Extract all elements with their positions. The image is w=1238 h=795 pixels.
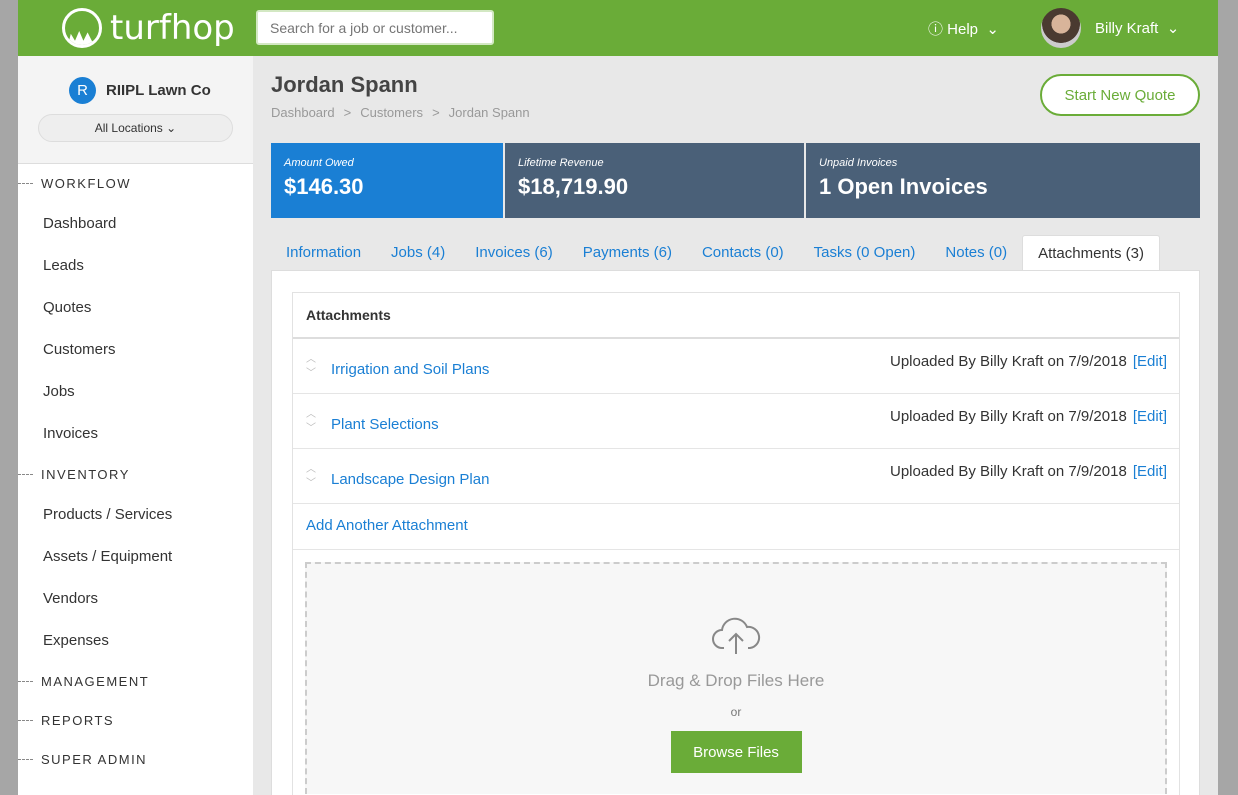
help-menu[interactable]: ⓘ Help ⌄ xyxy=(928,18,999,39)
stat-value: 1 Open Invoices xyxy=(819,174,988,199)
grass-logo-icon xyxy=(62,8,102,48)
logo[interactable]: turfhop xyxy=(62,8,235,48)
sidebar-item-dashboard[interactable]: Dashboard xyxy=(43,215,117,232)
tabs: Information Jobs (4) Invoices (6) Paymen… xyxy=(271,235,1200,271)
tab-invoices[interactable]: Invoices (6) xyxy=(475,244,553,261)
stat-label: Lifetime Revenue xyxy=(518,157,604,169)
app: turfhop ⓘ Help ⌄ Billy Kraft ⌄ R RIIPL La… xyxy=(18,0,1218,795)
sidebar-item-products[interactable]: Products / Services xyxy=(43,506,173,523)
org-label: RIIPL Lawn Co xyxy=(106,82,211,99)
chevron-right-icon: > xyxy=(432,105,440,120)
edit-link[interactable]: [Edit] xyxy=(1132,353,1167,370)
user-name: Billy Kraft xyxy=(1095,19,1159,37)
tab-contacts[interactable]: Contacts (0) xyxy=(701,244,784,261)
stats-bar: Amount Owed $146.30 Lifetime Revenue $18,7… xyxy=(271,143,1200,218)
attachment-link[interactable]: Landscape Design Plan xyxy=(331,471,490,488)
chevron-right-icon: > xyxy=(343,105,352,120)
sidebar-item-vendors[interactable]: Vendors xyxy=(43,590,99,607)
tab-panel: Attachments ︿ ﹀ Irrigation and Soil Plans U… xyxy=(271,271,1200,795)
attachment-link[interactable]: Plant Selections xyxy=(331,416,439,433)
breadcrumb-dashboard[interactable]: Dashboard xyxy=(271,105,335,120)
sidebar-item-leads[interactable]: Leads xyxy=(43,257,84,274)
chevron-down-icon: ⌄ xyxy=(1158,20,1180,37)
stat-label: Amount Owed xyxy=(284,157,354,169)
browse-files-button[interactable]: Browse Files xyxy=(670,731,802,773)
stat-unpaid-invoices: Unpaid Invoices 1 Open Invoices xyxy=(806,143,1200,218)
org-name: R RIIPL Lawn Co xyxy=(69,77,211,104)
stat-amount-owed: Amount Owed $146.30 xyxy=(271,143,503,218)
start-new-quote-button[interactable]: Start New Quote xyxy=(1040,74,1200,116)
top-bar: turfhop ⓘ Help ⌄ Billy Kraft ⌄ xyxy=(18,0,1218,56)
stat-label: Unpaid Invoices xyxy=(819,157,898,169)
sidebar-item-expenses[interactable]: Expenses xyxy=(43,632,109,649)
breadcrumb-current: Jordan Spann xyxy=(448,105,530,120)
add-attachment-link[interactable]: Add Another Attachment xyxy=(293,504,1179,550)
user-menu[interactable]: Billy Kraft ⌄ xyxy=(1041,8,1179,48)
sidebar-item-assets[interactable]: Assets / Equipment xyxy=(43,548,173,565)
reorder-arrows-icon[interactable]: ︿ ﹀ xyxy=(306,354,316,379)
stat-lifetime-revenue: Lifetime Revenue $18,719.90 xyxy=(505,143,804,218)
brand-name: turfhop xyxy=(110,8,235,48)
attachment-meta: Uploaded By Billy Kraft on 7/9/2018 [Edit… xyxy=(890,353,1167,370)
or-label: or xyxy=(730,705,742,719)
help-icon: ⓘ xyxy=(928,21,948,38)
org-logo-icon: R xyxy=(69,77,96,104)
upload-info: Uploaded By Billy Kraft on 7/9/2018 xyxy=(889,463,1127,480)
sidebar-item-customers[interactable]: Customers xyxy=(43,341,116,358)
page-title: Jordan Spann xyxy=(271,72,418,97)
attachment-meta: Uploaded By Billy Kraft on 7/9/2018 [Edit… xyxy=(890,408,1167,425)
section-workflow[interactable]: WORKFLOW xyxy=(18,164,253,203)
avatar xyxy=(1041,8,1081,48)
stat-value: $18,719.90 xyxy=(518,174,629,199)
section-super-admin[interactable]: SUPER ADMIN xyxy=(18,740,253,779)
search-input[interactable] xyxy=(256,10,494,45)
sidebar-header: R RIIPL Lawn Co All Locations ⌄ xyxy=(18,56,253,164)
upload-info: Uploaded By Billy Kraft on 7/9/2018 xyxy=(889,408,1127,425)
upload-info: Uploaded By Billy Kraft on 7/9/2018 xyxy=(889,353,1127,370)
attachment-row: ︿ ﹀ Plant Selections Uploaded By Billy Kraf… xyxy=(293,394,1179,449)
stat-value: $146.30 xyxy=(284,174,364,199)
attachments-card: Attachments ︿ ﹀ Irrigation and Soil Plans U… xyxy=(292,292,1180,795)
location-select[interactable]: All Locations ⌄ xyxy=(38,114,233,142)
chevron-down-icon: ⌄ xyxy=(982,21,999,38)
cloud-upload-icon xyxy=(712,617,761,654)
edit-link[interactable]: [Edit] xyxy=(1132,408,1167,425)
section-inventory[interactable]: INVENTORY xyxy=(18,455,253,494)
tab-information[interactable]: Information xyxy=(286,244,362,261)
card-title: Attachments xyxy=(293,293,1179,339)
breadcrumb-customers[interactable]: Customers xyxy=(360,105,424,120)
drop-zone[interactable]: Drag & Drop Files Here or Browse Files xyxy=(305,562,1167,794)
location-label: All Locations xyxy=(94,121,163,135)
drop-label: Drag & Drop Files Here xyxy=(647,671,825,690)
attachment-meta: Uploaded By Billy Kraft on 7/9/2018 [Edit… xyxy=(890,463,1167,480)
tab-tasks[interactable]: Tasks (0 Open) xyxy=(813,244,916,261)
tab-payments[interactable]: Payments (6) xyxy=(582,244,672,261)
sidebar-item-quotes[interactable]: Quotes xyxy=(43,299,92,316)
attachment-row: ︿ ﹀ Landscape Design Plan Uploaded By Billy… xyxy=(293,449,1179,504)
edit-link[interactable]: [Edit] xyxy=(1132,463,1167,480)
attachment-link[interactable]: Irrigation and Soil Plans xyxy=(331,361,490,378)
tab-jobs[interactable]: Jobs (4) xyxy=(391,244,446,261)
chevron-down-icon: ⌄ xyxy=(166,121,177,135)
reorder-arrows-icon[interactable]: ︿ ﹀ xyxy=(306,464,316,489)
sidebar-item-invoices[interactable]: Invoices xyxy=(43,425,99,442)
sidebar: R RIIPL Lawn Co All Locations ⌄ WORKFLOW … xyxy=(18,56,253,795)
reorder-arrows-icon[interactable]: ︿ ﹀ xyxy=(306,409,316,434)
section-reports[interactable]: REPORTS xyxy=(18,701,253,740)
section-management[interactable]: MANAGEMENT xyxy=(18,662,253,701)
tab-attachments[interactable]: Attachments (3) xyxy=(1022,235,1160,270)
breadcrumb: Dashboard > Customers > Jordan Spann xyxy=(271,105,530,120)
sidebar-item-jobs[interactable]: Jobs xyxy=(43,383,75,400)
tab-notes[interactable]: Notes (0) xyxy=(945,244,1008,261)
attachment-row: ︿ ﹀ Irrigation and Soil Plans Uploaded By B… xyxy=(293,339,1179,394)
help-label: Help xyxy=(947,21,979,38)
